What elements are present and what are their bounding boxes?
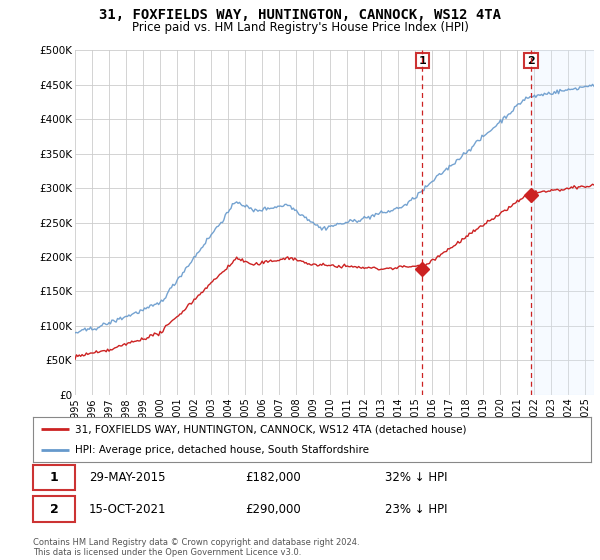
Text: £290,000: £290,000 [245, 502, 301, 516]
Text: 1: 1 [50, 471, 58, 484]
FancyBboxPatch shape [33, 496, 75, 522]
Text: 15-OCT-2021: 15-OCT-2021 [89, 502, 166, 516]
Text: 31, FOXFIELDS WAY, HUNTINGTON, CANNOCK, WS12 4TA (detached house): 31, FOXFIELDS WAY, HUNTINGTON, CANNOCK, … [75, 424, 466, 435]
Text: 31, FOXFIELDS WAY, HUNTINGTON, CANNOCK, WS12 4TA: 31, FOXFIELDS WAY, HUNTINGTON, CANNOCK, … [99, 8, 501, 22]
Text: Contains HM Land Registry data © Crown copyright and database right 2024.
This d: Contains HM Land Registry data © Crown c… [33, 538, 359, 557]
Text: 1: 1 [418, 55, 426, 66]
Text: 2: 2 [527, 55, 535, 66]
Text: HPI: Average price, detached house, South Staffordshire: HPI: Average price, detached house, Sout… [75, 445, 369, 455]
FancyBboxPatch shape [33, 465, 75, 491]
Text: 2: 2 [50, 502, 58, 516]
Text: £182,000: £182,000 [245, 471, 301, 484]
Text: 32% ↓ HPI: 32% ↓ HPI [385, 471, 447, 484]
Bar [531, 50, 594, 395]
Text: 23% ↓ HPI: 23% ↓ HPI [385, 502, 447, 516]
Text: 29-MAY-2015: 29-MAY-2015 [89, 471, 166, 484]
Text: Price paid vs. HM Land Registry's House Price Index (HPI): Price paid vs. HM Land Registry's House … [131, 21, 469, 34]
